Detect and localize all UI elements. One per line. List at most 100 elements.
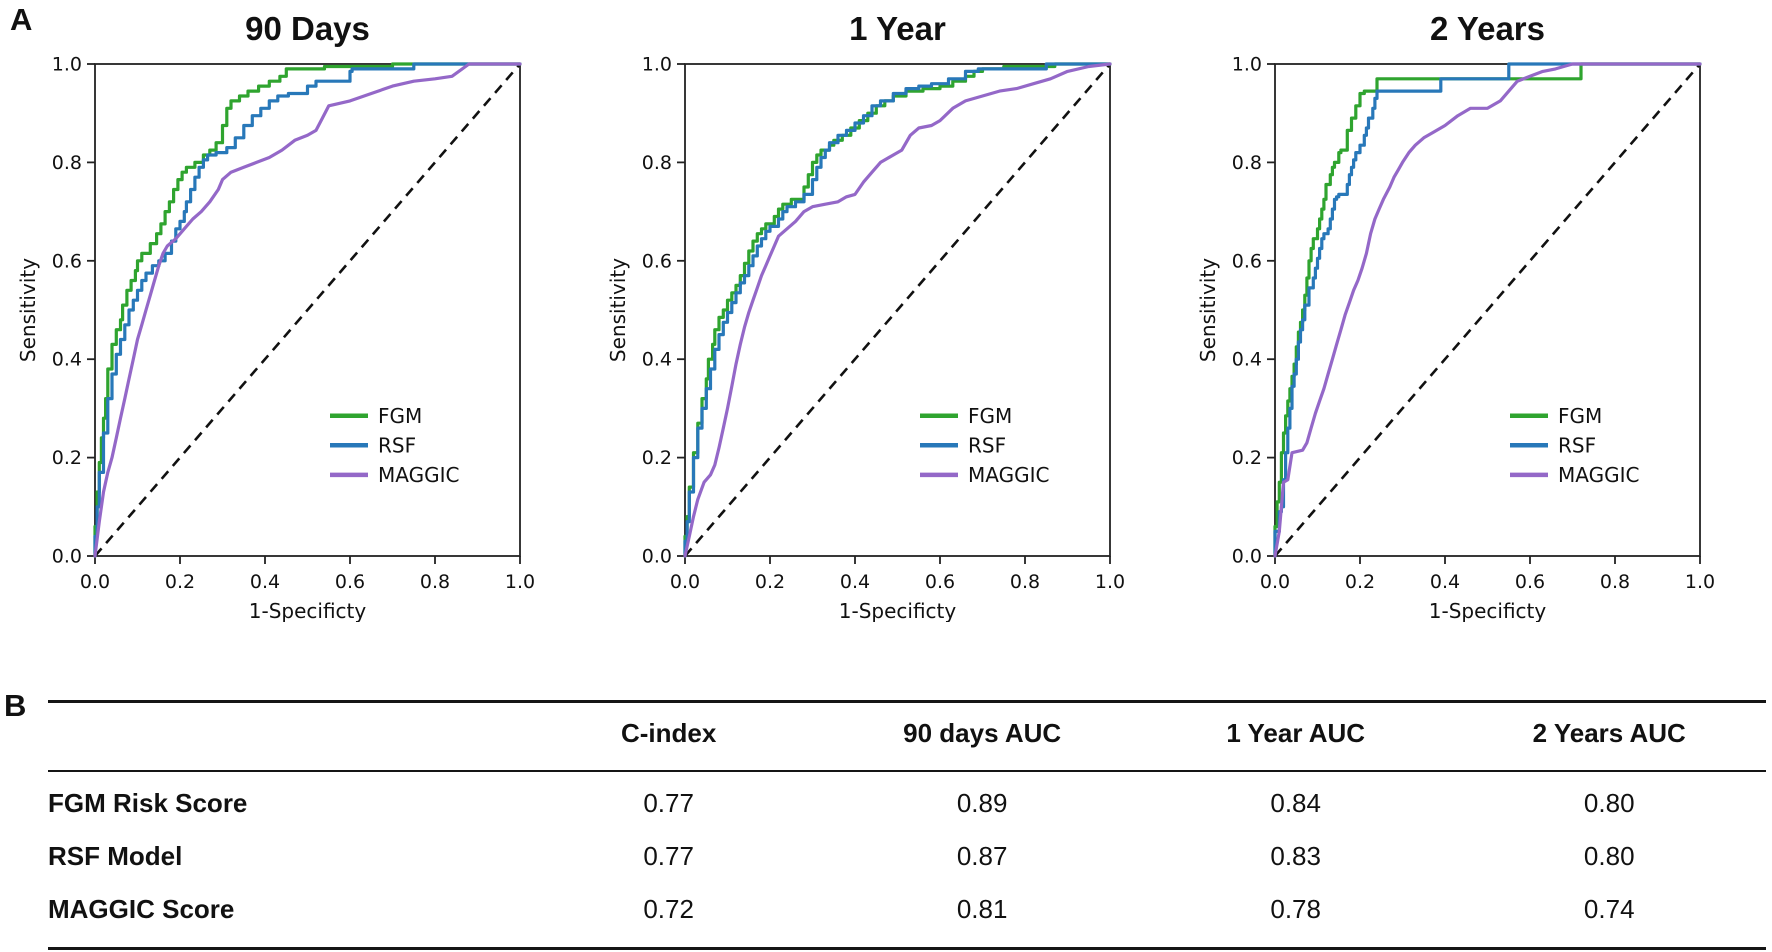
x-tick-label: 0.6 <box>925 571 955 593</box>
row-label: MAGGIC Score <box>48 894 235 924</box>
roc-plot-2-years: 2 Years 0.0 0.2 0.4 0.6 0.8 1.0 0.0 0.2 0.4 0.6 0.8… <box>1196 10 1715 622</box>
x-tick-label: 0.8 <box>1600 571 1630 593</box>
x-tick-label: 0.6 <box>335 571 365 593</box>
cell-value: 0.74 <box>1583 894 1635 924</box>
col-header-c-index: C-index <box>511 701 826 772</box>
table-row-fgm: FGM Risk Score 0.77 0.89 0.84 0.80 <box>48 771 1766 830</box>
chance-diagonal-line <box>94 63 521 557</box>
roc-curve-maggic <box>683 62 1112 558</box>
cell-value: 0.80 <box>1583 841 1635 871</box>
cell-value: 0.84 <box>1270 788 1321 818</box>
cell-value: 0.83 <box>1270 841 1321 871</box>
x-tick-label: 0.0 <box>80 571 110 593</box>
roc-curve-maggic <box>1273 62 1702 558</box>
y-tick-label: 1.0 <box>1232 54 1262 76</box>
y-axis-label: Sensitivity <box>16 258 40 362</box>
chance-diagonal-line <box>1274 63 1701 557</box>
roc-plot-1-year: 1 Year 0.0 0.2 0.4 0.6 0.8 1.0 0.0 0.2 0.4 0.6 0.8 1… <box>606 10 1125 622</box>
legend-label-rsf: RSF <box>968 433 1006 457</box>
y-tick-label: 0.8 <box>642 152 672 174</box>
legend-label-maggic: MAGGIC <box>968 463 1049 487</box>
y-tick-label: 0.4 <box>642 349 672 371</box>
row-label: RSF Model <box>48 841 183 871</box>
y-tick-label: 0.6 <box>642 250 672 272</box>
table-header-row: C-index 90 days AUC 1 Year AUC 2 Years A… <box>48 701 1766 772</box>
y-tick-label: 0.8 <box>1232 152 1262 174</box>
cell-value: 0.78 <box>1270 894 1321 924</box>
roc-plot-90-days: 90 Days 0.0 0.2 0.4 0.6 0.8 1.0 0.0 0.2 0.4 0.6 0.8… <box>16 10 535 622</box>
y-tick-label: 0.4 <box>1232 349 1262 371</box>
cell-value: 0.72 <box>643 894 694 924</box>
roc-curve-rsf <box>1273 62 1702 558</box>
roc-panel-2-years: 2 Years 0.0 0.2 0.4 0.6 0.8 1.0 0.0 0.2 0.4 0.6 0.8… <box>1180 0 1770 622</box>
x-tick-label: 0.0 <box>1260 571 1290 593</box>
plot-border <box>684 63 1111 557</box>
x-axis-label: 1-Specificty <box>1429 599 1547 622</box>
col-header-90-days-auc: 90 days AUC <box>825 701 1139 772</box>
metrics-table: C-index 90 days AUC 1 Year AUC 2 Years A… <box>48 700 1766 950</box>
col-header-1-year-auc: 1 Year AUC <box>1138 701 1453 772</box>
col-header-2-years-auc: 2 Years AUC <box>1452 701 1766 772</box>
y-tick-label: 0.6 <box>52 250 82 272</box>
y-tick-label: 1.0 <box>52 54 82 76</box>
y-tick-label: 0.8 <box>52 152 82 174</box>
roc-curve-fgm <box>683 62 1112 558</box>
legend-label-rsf: RSF <box>1558 433 1596 457</box>
legend-label-maggic: MAGGIC <box>378 463 459 487</box>
panel-label-a: A <box>10 2 33 37</box>
x-tick-label: 0.2 <box>755 571 785 593</box>
x-axis-label: 1-Specificty <box>839 599 957 622</box>
x-tick-label: 0.2 <box>165 571 195 593</box>
x-tick-label: 0.0 <box>670 571 700 593</box>
plot-border <box>1274 63 1701 557</box>
table-row-maggic: MAGGIC Score 0.72 0.81 0.78 0.74 <box>48 883 1766 949</box>
x-tick-label: 0.8 <box>420 571 450 593</box>
roc-curve-maggic <box>93 62 522 558</box>
panel-title: 1 Year <box>849 10 946 47</box>
roc-panel-1-year: 1 Year 0.0 0.2 0.4 0.6 0.8 1.0 0.0 0.2 0.4 0.6 0.8 1… <box>590 0 1180 622</box>
y-axis-label: Sensitivity <box>1196 258 1220 362</box>
y-tick-label: 0.0 <box>1232 546 1262 568</box>
legend-label-maggic: MAGGIC <box>1558 463 1639 487</box>
x-tick-label: 1.0 <box>1095 571 1125 593</box>
x-tick-label: 0.4 <box>1430 571 1460 593</box>
x-tick-label: 0.8 <box>1010 571 1040 593</box>
legend-label-rsf: RSF <box>378 433 416 457</box>
row-label: FGM Risk Score <box>48 788 248 818</box>
legend-label-fgm: FGM <box>968 404 1012 428</box>
roc-curve-rsf <box>93 62 522 558</box>
y-tick-label: 0.0 <box>52 546 82 568</box>
cell-value: 0.81 <box>956 894 1008 924</box>
x-tick-label: 1.0 <box>1685 571 1715 593</box>
x-tick-label: 0.4 <box>250 571 280 593</box>
y-tick-label: 0.2 <box>642 447 672 469</box>
roc-curve-rsf <box>683 62 1112 558</box>
cell-value: 0.80 <box>1583 788 1635 818</box>
roc-plots-row: 90 Days 0.0 0.2 0.4 0.6 0.8 1.0 0.0 0.2 0.4 0.6 0.8… <box>16 0 1770 622</box>
x-tick-label: 0.4 <box>840 571 870 593</box>
plot-border <box>94 63 521 557</box>
cell-value: 0.87 <box>956 841 1008 871</box>
metrics-table-wrap: C-index 90 days AUC 1 Year AUC 2 Years A… <box>48 700 1766 950</box>
y-axis-label: Sensitivity <box>606 258 630 362</box>
legend-label-fgm: FGM <box>378 404 422 428</box>
chance-diagonal-line <box>684 63 1111 557</box>
table-row-rsf: RSF Model 0.77 0.87 0.83 0.80 <box>48 830 1766 883</box>
cell-value: 0.77 <box>643 788 694 818</box>
y-tick-label: 0.6 <box>1232 250 1262 272</box>
roc-curve-fgm <box>93 62 522 558</box>
panel-title: 2 Years <box>1430 10 1545 47</box>
x-tick-label: 0.2 <box>1345 571 1375 593</box>
panel-title: 90 Days <box>245 10 370 47</box>
y-tick-label: 0.4 <box>52 349 82 371</box>
x-tick-label: 0.6 <box>1515 571 1545 593</box>
corner-cell <box>48 701 512 772</box>
y-tick-label: 1.0 <box>642 54 672 76</box>
cell-value: 0.89 <box>956 788 1008 818</box>
y-tick-label: 0.2 <box>52 447 82 469</box>
x-axis-label: 1-Specificty <box>249 599 367 622</box>
x-tick-label: 1.0 <box>505 571 535 593</box>
panel-label-b: B <box>4 688 27 723</box>
y-tick-label: 0.0 <box>642 546 672 568</box>
